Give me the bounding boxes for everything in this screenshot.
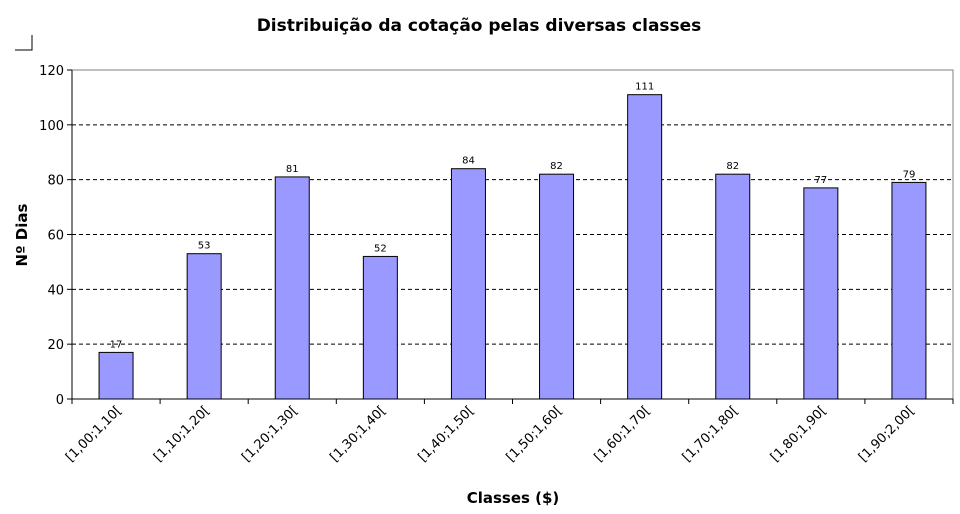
data-label: 17 xyxy=(110,339,123,350)
data-label: 82 xyxy=(550,161,563,172)
x-tick-label: [1,00;1,10[ xyxy=(63,403,125,465)
bar xyxy=(274,176,310,400)
y-tick-label: 60 xyxy=(47,229,64,244)
y-tick-label: 80 xyxy=(47,174,64,189)
x-tick-label: [1,90;2,00[ xyxy=(856,403,918,465)
data-label: 53 xyxy=(198,241,211,252)
bar xyxy=(98,351,134,400)
y-axis-title: Nº Dias xyxy=(13,203,31,266)
bar xyxy=(186,253,222,400)
data-label: 52 xyxy=(374,243,387,254)
x-axis-title: Classes ($) xyxy=(467,489,560,507)
x-tick-label: [1,10;1,20[ xyxy=(151,403,213,465)
x-tick-label: [1,70;1,80[ xyxy=(680,403,742,465)
data-labels: 17 53 81 52 84 82 111 82 77 79 xyxy=(110,82,916,351)
bar xyxy=(450,168,486,400)
x-tick-label: [1,40;1,50[ xyxy=(415,403,477,465)
data-label: 84 xyxy=(462,156,475,167)
bar xyxy=(627,94,663,400)
bar xyxy=(891,181,927,400)
corner-mark xyxy=(15,35,33,51)
x-tick-label: [1,30;1,40[ xyxy=(327,403,389,465)
data-label: 82 xyxy=(726,161,739,172)
x-tick-labels: [1,00;1,10[ [1,10;1,20[ [1,20;1,30[ [1,30;1… xyxy=(63,403,918,465)
data-label: 81 xyxy=(286,164,299,175)
bar xyxy=(362,255,398,400)
y-tick-label: 20 xyxy=(47,338,64,353)
bars xyxy=(98,94,927,400)
y-tick-label: 0 xyxy=(56,393,64,408)
y-tick-label: 120 xyxy=(39,64,64,79)
data-label: 111 xyxy=(635,82,654,93)
axes xyxy=(67,69,954,404)
x-tick-label: [1,20;1,30[ xyxy=(239,403,301,465)
chart-title: Distribuição da cotação pelas diversas c… xyxy=(257,16,702,36)
x-tick-label: [1,50;1,60[ xyxy=(504,403,566,465)
bar xyxy=(715,173,751,400)
bar xyxy=(539,173,575,400)
bar xyxy=(803,187,839,400)
y-tick-labels: 0 20 40 60 80 100 120 xyxy=(39,64,64,408)
data-label: 79 xyxy=(903,169,916,180)
x-tick-label: [1,60;1,70[ xyxy=(592,403,654,465)
y-tick-label: 100 xyxy=(39,119,64,134)
x-tick-label: [1,80;1,90[ xyxy=(768,403,830,465)
y-tick-label: 40 xyxy=(47,283,64,298)
data-label: 77 xyxy=(814,175,827,186)
